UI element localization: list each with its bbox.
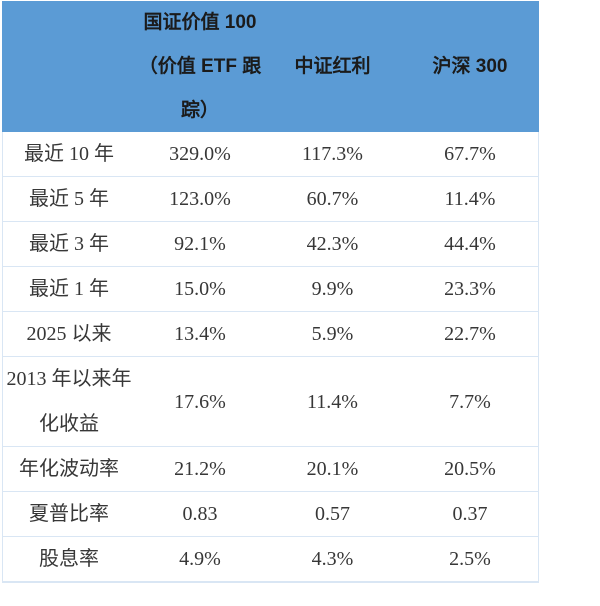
cell-value: 23.3% (444, 278, 496, 300)
cell-value: 5.9% (311, 323, 354, 345)
cell-value: 20.5% (444, 458, 496, 480)
table-row-annualized-return-since-2013: 2013 年以来年 化收益 17.6% 11.4% 7.7% (3, 357, 538, 447)
row-label: 2025 以来 (26, 323, 112, 345)
cell-value: 15.0% (174, 278, 226, 300)
cell-value: 92.1% (174, 233, 226, 255)
row-label: 2013 年以来年 化收益 (6, 368, 132, 435)
cell-value: 60.7% (306, 188, 359, 210)
row-label: 最近 10 年 (24, 143, 114, 165)
cell-value: 7.7% (449, 390, 491, 413)
cell-value: 329.0% (169, 143, 231, 165)
cell-value: 22.7% (444, 323, 496, 345)
performance-comparison-table: 国证价值 100 （价值 ETF 跟 踪） 中证红利 沪深 300 最近 10 … (2, 1, 539, 583)
cell-value: 11.4% (444, 188, 496, 210)
table-row-recent-1y: 最近 1 年 15.0% 9.9% 23.3% (3, 267, 538, 312)
row-label: 夏普比率 (29, 503, 109, 525)
table-row-sharpe-ratio: 夏普比率 0.83 0.57 0.37 (3, 492, 538, 537)
table-row-recent-10y: 最近 10 年 329.0% 117.3% 67.7% (3, 132, 538, 177)
cell-value: 17.6% (174, 390, 226, 413)
row-label: 最近 1 年 (29, 278, 109, 300)
header-cell-zhongzheng-dividend: 中证红利 (294, 56, 371, 77)
header-cell-guozheng-value-100: 国证价值 100 （价值 ETF 跟 踪） (138, 12, 262, 121)
cell-value: 0.83 (182, 503, 218, 525)
cell-value: 42.3% (306, 233, 359, 255)
cell-value: 0.37 (452, 503, 488, 525)
row-label: 最近 3 年 (29, 233, 109, 255)
cell-value: 117.3% (302, 143, 363, 165)
cell-value: 4.9% (179, 548, 221, 570)
cell-value: 13.4% (174, 323, 226, 345)
cell-value: 9.9% (311, 278, 354, 300)
table-header-row: 国证价值 100 （价值 ETF 跟 踪） 中证红利 沪深 300 (2, 1, 539, 132)
table-row-recent-3y: 最近 3 年 92.1% 42.3% 44.4% (3, 222, 538, 267)
header-cell-hushen-300: 沪深 300 (432, 56, 508, 77)
row-label: 股息率 (39, 548, 99, 570)
cell-value: 67.7% (444, 143, 496, 165)
table-row-dividend-yield: 股息率 4.9% 4.3% 2.5% (3, 537, 538, 582)
cell-value: 11.4% (307, 390, 358, 413)
table-row-since-2025: 2025 以来 13.4% 5.9% 22.7% (3, 312, 538, 357)
cell-value: 21.2% (174, 458, 226, 480)
cell-value: 0.57 (315, 503, 350, 525)
row-label: 最近 5 年 (29, 188, 109, 210)
cell-value: 123.0% (169, 188, 231, 210)
cell-value: 20.1% (306, 458, 359, 480)
table-row-recent-5y: 最近 5 年 123.0% 60.7% 11.4% (3, 177, 538, 222)
row-label: 年化波动率 (19, 458, 119, 480)
cell-value: 44.4% (444, 233, 496, 255)
table-row-annualized-volatility: 年化波动率 21.2% 20.1% 20.5% (3, 447, 538, 492)
header-cell-metric (3, 1, 135, 133)
cell-value: 4.3% (311, 548, 354, 570)
cell-value: 2.5% (449, 548, 491, 570)
